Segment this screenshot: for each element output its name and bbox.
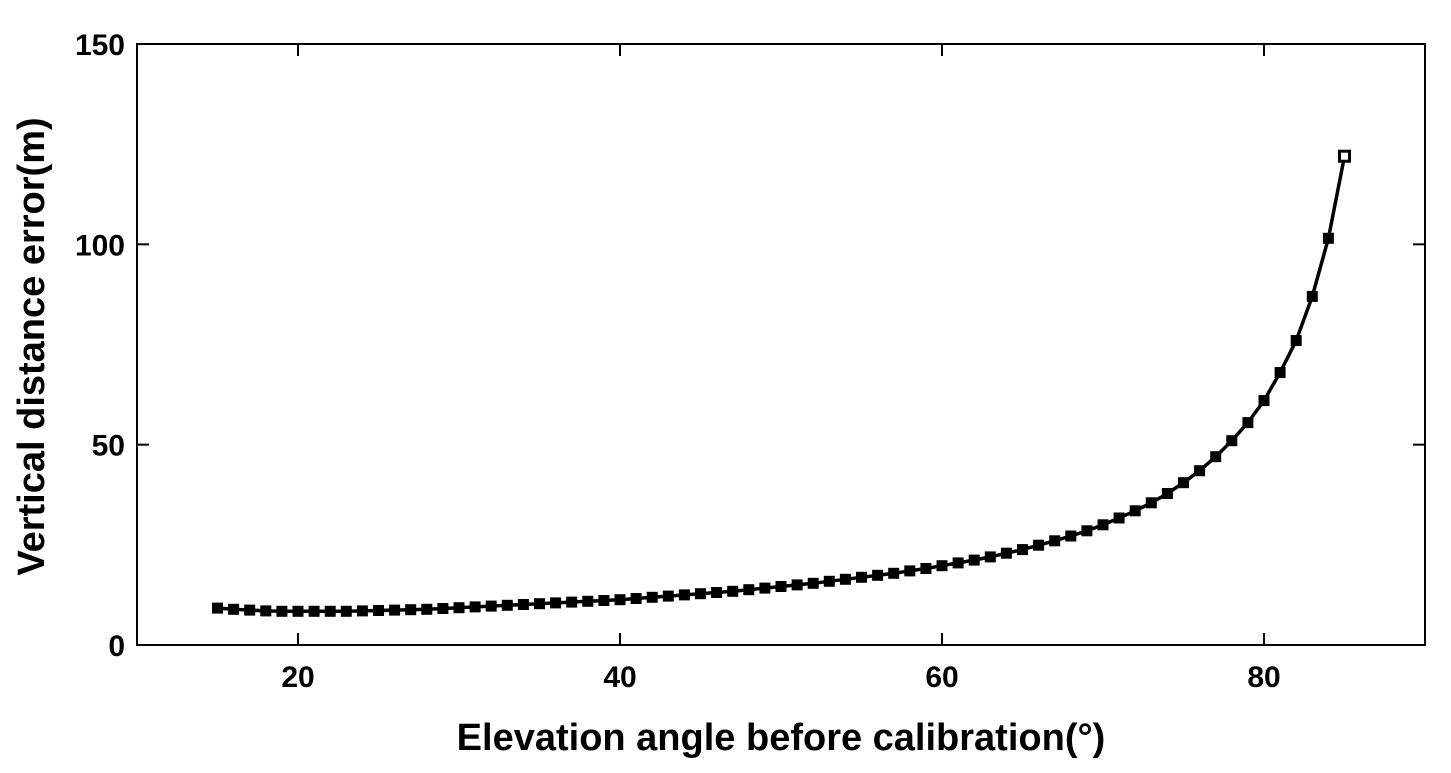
data-point-marker	[678, 589, 690, 601]
x-axis: 20 40 60 80	[281, 44, 1281, 694]
data-point-marker	[743, 584, 755, 596]
data-point-marker	[1274, 367, 1286, 378]
data-point-marker	[212, 602, 223, 614]
data-point-marker	[1242, 417, 1254, 429]
data-point-marker	[534, 598, 545, 610]
data-point-marker	[1129, 505, 1141, 517]
data-point-marker	[872, 569, 884, 581]
data-point-marker	[421, 603, 433, 615]
data-point-marker	[662, 590, 674, 602]
y-tick-label: 50	[92, 430, 125, 463]
y-axis: 0 50 100 150	[75, 29, 1425, 663]
data-point-marker	[566, 596, 578, 608]
data-point-marker	[405, 604, 417, 616]
data-point-marker	[340, 605, 352, 617]
data-point-marker	[968, 554, 980, 566]
data-point-marker	[1065, 530, 1077, 542]
data-point-marker	[1322, 232, 1334, 244]
data-point-marker	[839, 573, 851, 585]
data-point-marker	[276, 605, 288, 617]
data-point-marker	[1113, 512, 1125, 524]
data-point-marker	[469, 601, 481, 613]
data-point-marker	[695, 588, 706, 600]
data-point-marker	[453, 602, 465, 614]
data-point-marker	[1338, 149, 1351, 163]
data-point-marker	[807, 577, 819, 589]
data-point-marker	[1161, 488, 1173, 499]
data-point-marker	[308, 605, 320, 617]
data-point-marker	[244, 604, 256, 616]
data-point-marker	[1017, 544, 1028, 556]
data-point-marker	[598, 595, 610, 606]
data-point-marker	[630, 593, 642, 604]
data-point-marker	[1258, 395, 1270, 407]
data-point-marker	[920, 563, 932, 574]
plot-area-frame	[136, 43, 1426, 646]
data-point-marker	[646, 591, 658, 603]
data-point-marker	[550, 597, 562, 609]
data-point-marker	[1210, 451, 1222, 463]
data-point-marker	[485, 600, 497, 612]
data-point-marker	[775, 581, 787, 592]
data-point-marker	[904, 565, 916, 577]
data-point-marker	[389, 604, 401, 616]
data-point-marker	[823, 575, 835, 587]
data-point-marker	[260, 605, 272, 617]
series-markers	[212, 149, 1351, 617]
y-tick-label: 100	[75, 229, 125, 262]
data-point-marker	[356, 605, 368, 617]
x-tick-label: 60	[925, 661, 958, 694]
data-point-marker	[373, 605, 384, 616]
data-point-marker	[1097, 519, 1109, 531]
data-point-marker	[711, 587, 723, 598]
x-tick-label: 80	[1247, 661, 1280, 694]
data-point-marker	[1081, 525, 1093, 537]
data-point-marker	[856, 571, 867, 583]
data-point-marker	[1145, 497, 1157, 509]
data-point-marker	[1178, 477, 1189, 489]
data-point-marker	[614, 594, 626, 606]
data-point-marker	[888, 567, 900, 579]
data-point-marker	[582, 595, 594, 607]
y-axis-title: Vertical distance error(m)	[11, 117, 53, 575]
data-point-marker	[1306, 290, 1318, 302]
data-point-marker	[292, 605, 304, 617]
data-point-marker	[1049, 535, 1061, 547]
y-tick-label: 150	[75, 29, 125, 62]
data-point-marker	[501, 599, 513, 611]
data-point-marker	[228, 603, 240, 615]
data-point-marker	[517, 599, 529, 610]
data-point-marker	[984, 551, 996, 563]
data-point-marker	[759, 582, 771, 594]
x-tick-label: 40	[603, 661, 636, 694]
data-point-marker	[727, 585, 739, 597]
x-axis-title: Elevation angle before calibration(°)	[457, 717, 1106, 759]
data-point-marker	[437, 603, 449, 614]
data-point-marker	[1000, 547, 1012, 559]
data-point-marker	[936, 560, 948, 572]
data-point-marker	[952, 557, 964, 569]
y-tick-label: 0	[108, 630, 125, 663]
data-point-marker	[324, 605, 336, 617]
data-point-marker	[791, 579, 803, 591]
x-tick-label: 20	[281, 661, 314, 694]
data-point-marker	[1033, 539, 1045, 551]
data-point-marker	[1290, 335, 1302, 346]
data-point-marker	[1194, 465, 1206, 477]
data-point-marker	[1226, 435, 1238, 447]
